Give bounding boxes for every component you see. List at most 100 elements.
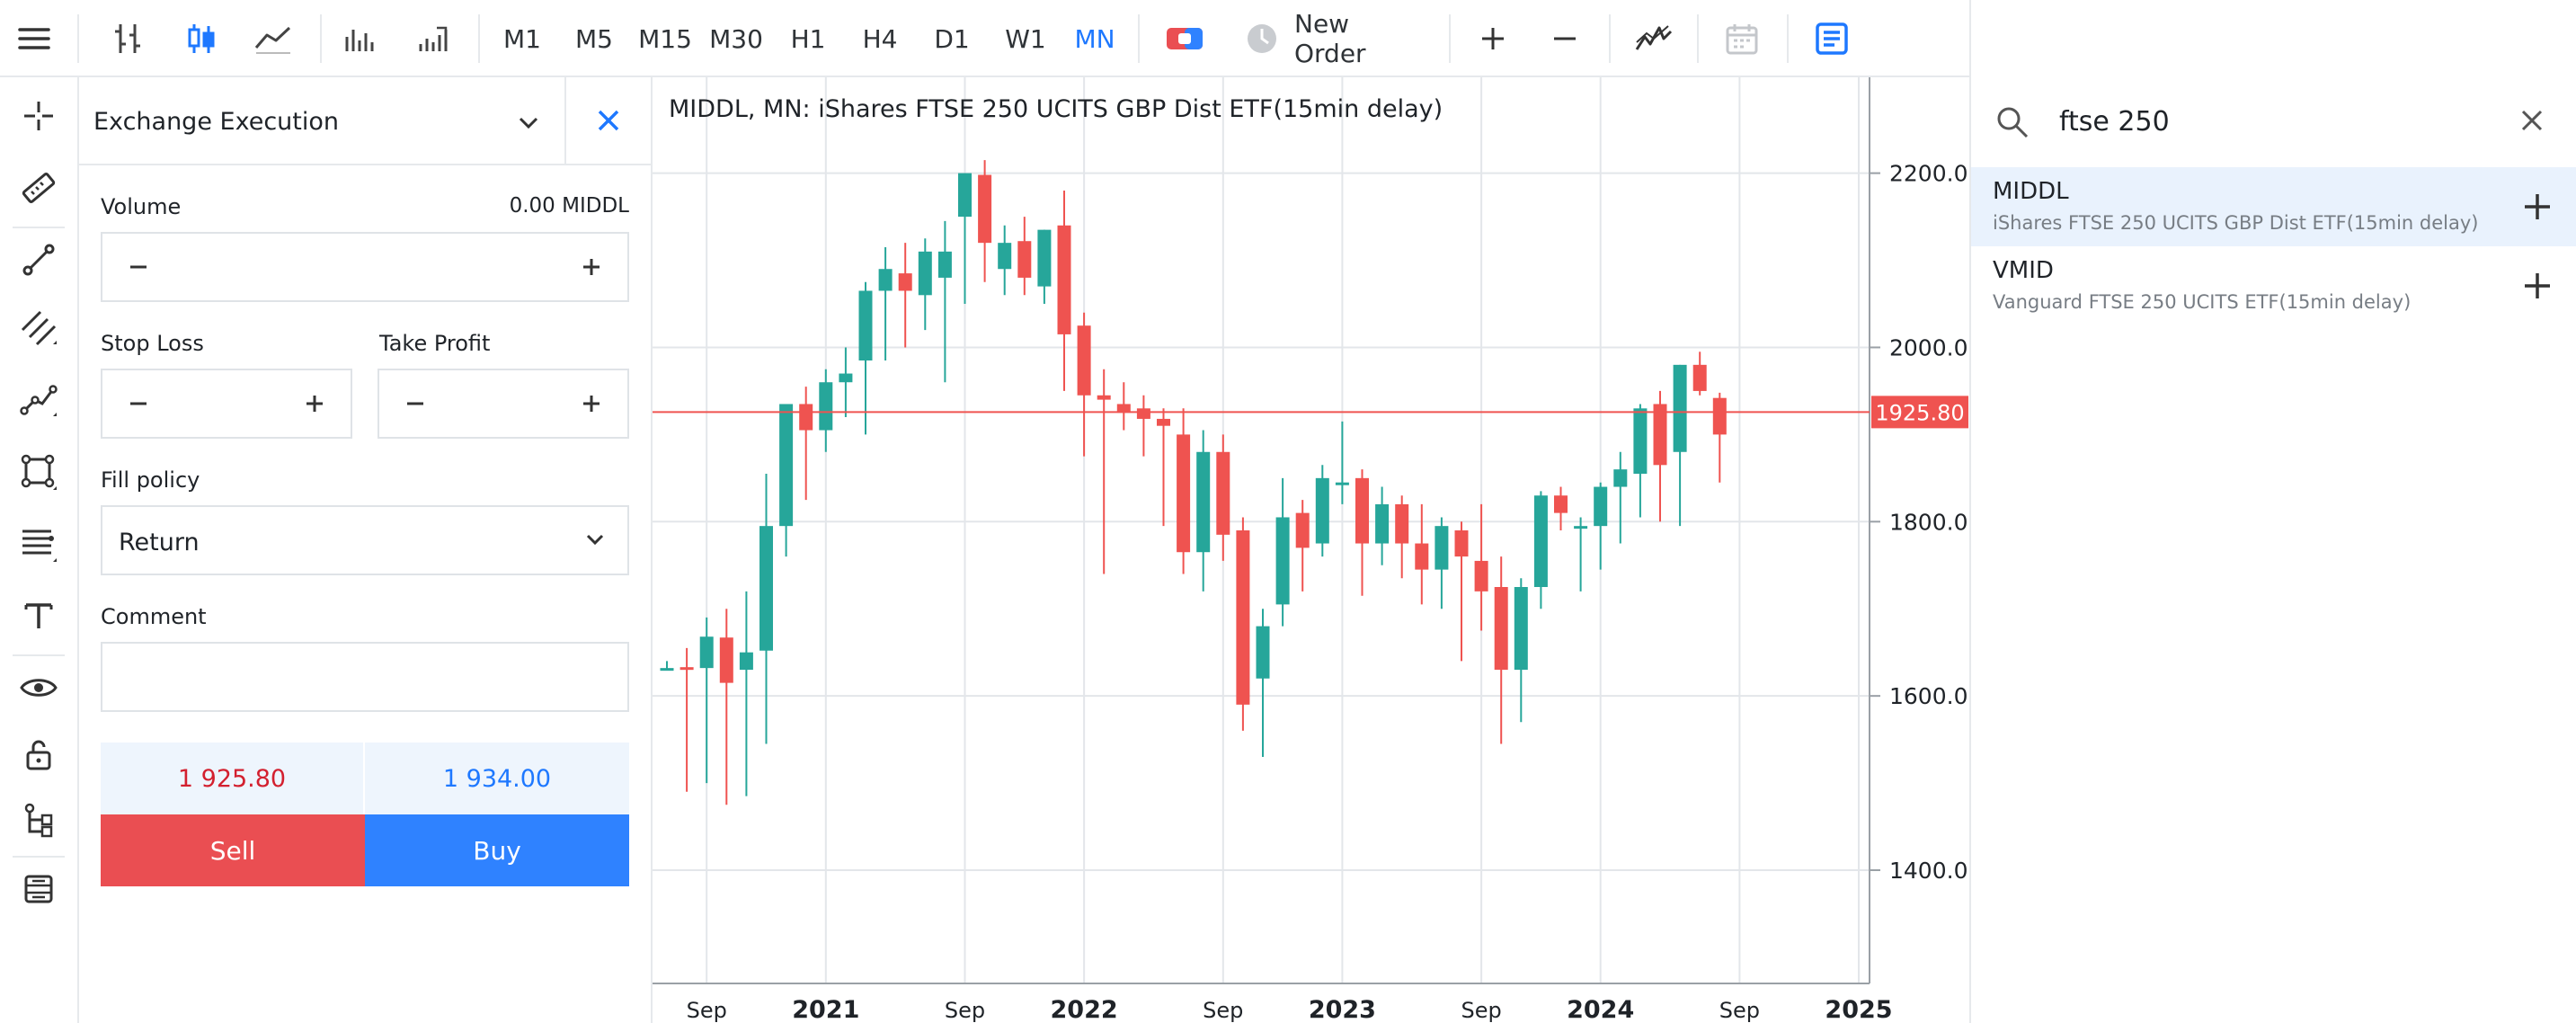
timeframe-w1[interactable]: W1	[1005, 23, 1046, 54]
text-tool-icon[interactable]	[0, 588, 77, 644]
parallel-channel-icon[interactable]	[0, 300, 77, 356]
execution-type-title[interactable]: Exchange Execution	[93, 108, 340, 136]
chevron-down-icon	[519, 117, 538, 129]
candle-body	[958, 173, 972, 218]
close-order-panel-button[interactable]	[564, 77, 651, 164]
timeframe-mn[interactable]: MN	[1074, 23, 1115, 54]
eye-visibility-icon[interactable]	[0, 660, 77, 716]
menu-icon[interactable]	[0, 0, 68, 77]
trendline-icon[interactable]	[0, 232, 77, 288]
layers-stack-icon[interactable]	[0, 861, 77, 917]
timeframe-m15[interactable]: M15	[638, 23, 692, 54]
chevron-down-icon	[579, 523, 611, 556]
candle-body	[1454, 530, 1469, 557]
object-tree-icon[interactable]	[0, 793, 77, 849]
price-chart[interactable]: 1400.00 1600.00 1800.00 2000.00 2200.00 Sep 20…	[653, 77, 1969, 1023]
rectangle-shape-icon[interactable]	[0, 444, 77, 500]
candle-body	[1295, 512, 1310, 548]
result-description: Vanguard FTSE 250 UCITS ETF(15min delay)	[1993, 291, 2412, 313]
search-input[interactable]	[2057, 97, 2489, 146]
sidebar-divider	[13, 856, 65, 858]
order-panel-toggle-icon[interactable]	[1807, 0, 1857, 77]
candle-body	[1256, 626, 1270, 679]
timeframe-m1[interactable]: M1	[503, 23, 541, 54]
zoom-in-icon[interactable]	[1470, 0, 1515, 77]
sidebar-divider	[13, 654, 65, 656]
candle-body	[1315, 477, 1329, 544]
minus-icon[interactable]	[388, 370, 442, 437]
comment-label: Comment	[101, 604, 207, 629]
candle-body	[1136, 408, 1150, 419]
stop-loss-stepper[interactable]	[101, 369, 352, 439]
toolbar-divider	[1138, 14, 1140, 63]
candle-body	[1116, 404, 1131, 414]
candlestick-chart-icon[interactable]	[174, 0, 228, 77]
x-tick-label: Sep	[1719, 998, 1760, 1023]
volume-stepper[interactable]	[101, 232, 629, 302]
x-tick-label: 2023	[1309, 996, 1376, 1023]
calendar-icon[interactable]	[1717, 0, 1767, 77]
execution-type-dropdown[interactable]	[502, 95, 555, 149]
volume-indicator-icon[interactable]	[333, 0, 386, 77]
clear-search-icon[interactable]	[2514, 102, 2550, 138]
chart-canvas[interactable]: 1400.00 1600.00 1800.00 2000.00 2200.00 Sep 20…	[653, 77, 1969, 1023]
zoom-out-icon[interactable]	[1542, 0, 1587, 77]
x-tick-label: Sep	[1203, 998, 1243, 1023]
candle-body	[660, 668, 674, 672]
x-tick-label: 2021	[792, 996, 859, 1023]
plus-icon[interactable]	[564, 370, 618, 437]
candle-body	[699, 636, 714, 669]
search-result-item[interactable]: VMID Vanguard FTSE 250 UCITS ETF(15min d…	[1971, 246, 2576, 325]
timeframe-h4[interactable]: H4	[862, 23, 898, 54]
sell-button[interactable]: Sell	[101, 814, 365, 886]
volume-value: 0.00 MIDDL	[509, 194, 629, 218]
comment-input[interactable]	[101, 642, 629, 712]
indicators-icon[interactable]	[1629, 0, 1679, 77]
result-description: iShares FTSE 250 UCITS GBP Dist ETF(15mi…	[1993, 212, 2479, 234]
fill-policy-label: Fill policy	[101, 467, 200, 493]
new-order-button[interactable]: New Order	[1294, 0, 1427, 77]
x-tick-label: 2024	[1567, 996, 1634, 1023]
toolbar-divider	[1449, 14, 1451, 63]
minus-icon[interactable]	[111, 234, 165, 300]
x-tick-label: Sep	[687, 998, 727, 1023]
search-result-item[interactable]: MIDDL iShares FTSE 250 UCITS GBP Dist ET…	[1971, 167, 2576, 246]
candle-body	[759, 526, 773, 651]
buy-button[interactable]: Buy	[365, 814, 629, 886]
add-symbol-plus-icon[interactable]	[2518, 266, 2557, 306]
candle-body	[1275, 517, 1290, 605]
take-profit-stepper[interactable]	[378, 369, 629, 439]
sell-price: 1 925.80	[177, 764, 287, 793]
bar-chart-icon[interactable]	[101, 0, 155, 77]
polyline-icon[interactable]	[0, 372, 77, 428]
one-click-trading-icon[interactable]	[1159, 0, 1210, 77]
minus-icon[interactable]	[111, 370, 165, 437]
candle-body	[1474, 560, 1488, 592]
x-tick-label: Sep	[945, 998, 985, 1023]
ruler-icon[interactable]	[0, 160, 77, 216]
timeframe-h1[interactable]: H1	[790, 23, 826, 54]
add-symbol-plus-icon[interactable]	[2518, 187, 2557, 227]
toolbar-divider	[1697, 14, 1699, 63]
candle-body	[937, 251, 952, 278]
fill-policy-select[interactable]: Return	[101, 505, 629, 575]
candle-body	[898, 273, 912, 291]
timeframe-d1[interactable]: D1	[934, 23, 970, 54]
fibonacci-icon[interactable]	[0, 516, 77, 572]
timeframe-m30[interactable]: M30	[709, 23, 763, 54]
order-panel: Exchange Execution Volume 0.00 MIDDL Sto…	[79, 77, 653, 1023]
plus-icon[interactable]	[288, 370, 342, 437]
top-toolbar: M1 M5 M15 M30 H1 H4 D1 W1 MN New Order	[0, 0, 2576, 77]
search-icon	[1994, 104, 2030, 140]
plus-icon[interactable]	[564, 234, 618, 300]
tick-volume-icon[interactable]	[406, 0, 460, 77]
lock-icon[interactable]	[0, 726, 77, 782]
new-order-label: New Order	[1294, 9, 1366, 68]
candle-body	[1692, 364, 1707, 391]
candle-body	[1494, 587, 1508, 671]
crosshair-icon[interactable]	[0, 88, 77, 144]
stop-loss-label: Stop Loss	[101, 331, 204, 356]
candle-body	[1514, 587, 1528, 671]
timeframe-m5[interactable]: M5	[575, 23, 613, 54]
line-chart-icon[interactable]	[246, 0, 300, 77]
